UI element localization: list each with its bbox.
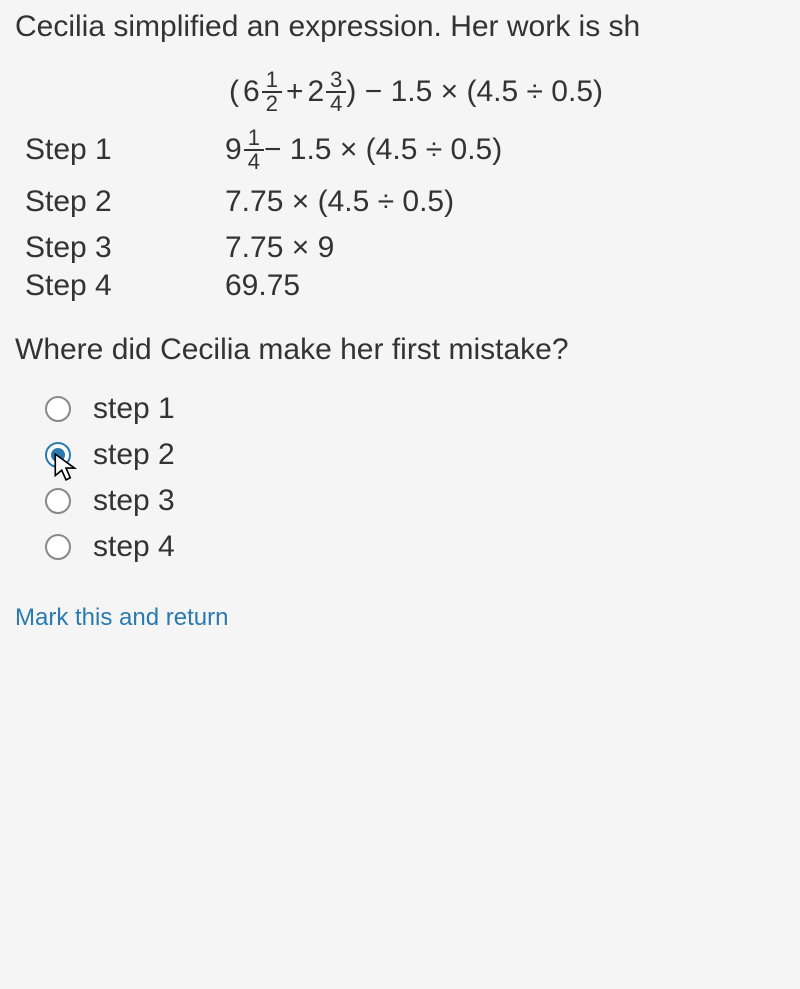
step1-whole: 9 [225,133,242,167]
cursor-icon [53,452,79,482]
step4-expression: 69.75 [225,269,300,303]
step3-expression: 7.75 × 9 [225,231,334,265]
options-group: step 1 step 2 step 3 step 4 [45,392,785,564]
mixed-number-1: 6 1 2 [243,69,282,115]
step3-row: Step 3 7.75 × 9 [25,231,785,265]
step1-row: Step 1 9 1 4 − 1.5 × (4.5 ÷ 0.5) [25,127,785,173]
problem-intro: Cecilia simplified an expression. Her wo… [15,10,785,44]
mixed1-fraction: 1 2 [262,69,282,115]
step2-expression: 7.75 × (4.5 ÷ 0.5) [225,185,454,219]
option-step4-label: step 4 [93,530,175,564]
mixed1-num: 1 [262,69,282,91]
mixed2-fraction: 3 4 [326,69,346,115]
step1-label: Step 1 [25,133,225,167]
option-step3[interactable]: step 3 [45,484,785,518]
step2-row: Step 2 7.75 × (4.5 ÷ 0.5) [25,185,785,219]
step2-label: Step 2 [25,185,225,219]
radio-step1[interactable] [45,396,71,422]
option-step2[interactable]: step 2 [45,438,785,472]
radio-step3[interactable] [45,488,71,514]
mixed2-den: 4 [326,91,346,115]
original-expression: ( 6 1 2 + 2 3 4 ) − 1.5 × (4.5 ÷ 0.5) [225,69,603,115]
work-area: ( 6 1 2 + 2 3 4 ) − 1.5 × (4.5 ÷ 0.5) St… [25,69,785,303]
mixed-number-2: 2 3 4 [307,69,346,115]
mixed2-num: 3 [326,69,346,91]
option-step2-label: step 2 [93,438,175,472]
mixed1-den: 2 [262,91,282,115]
plus-op: + [286,75,304,109]
mixed2-whole: 2 [307,75,324,109]
option-step1-label: step 1 [93,392,175,426]
original-tail: ) − 1.5 × (4.5 ÷ 0.5) [346,75,603,109]
option-step4[interactable]: step 4 [45,530,785,564]
step1-mixed: 9 1 4 [225,127,264,173]
mixed1-whole: 6 [243,75,260,109]
step4-row: Step 4 69.75 [25,269,785,303]
mark-return-link[interactable]: Mark this and return [15,604,785,632]
open-paren: ( [229,75,239,109]
step1-tail: − 1.5 × (4.5 ÷ 0.5) [264,133,502,167]
option-step3-label: step 3 [93,484,175,518]
step1-fraction: 1 4 [244,127,264,173]
question-text: Where did Cecilia make her first mistake… [15,333,785,367]
step4-label: Step 4 [25,269,225,303]
original-expression-row: ( 6 1 2 + 2 3 4 ) − 1.5 × (4.5 ÷ 0.5) [25,69,785,115]
step1-den: 4 [244,149,264,173]
radio-step4[interactable] [45,534,71,560]
step1-expression: 9 1 4 − 1.5 × (4.5 ÷ 0.5) [225,127,502,173]
option-step1[interactable]: step 1 [45,392,785,426]
step1-num: 1 [244,127,264,149]
step3-label: Step 3 [25,231,225,265]
